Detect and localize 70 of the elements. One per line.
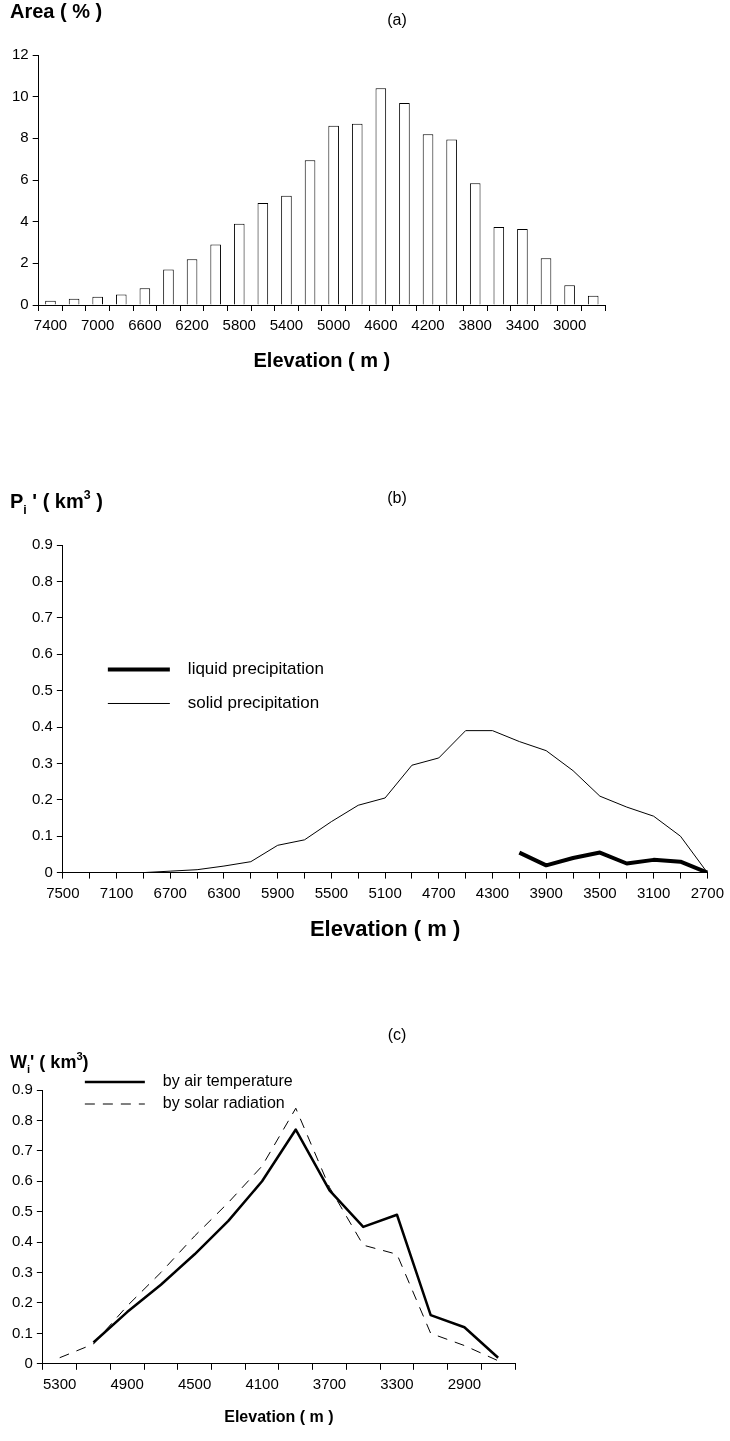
chart-title: (a) <box>387 11 407 28</box>
x-tick-label: 3100 <box>636 883 671 901</box>
y-tick-label: 0 <box>44 862 53 880</box>
legend-label: solid precipitation <box>187 693 320 713</box>
y-tick-label: 12 <box>12 45 29 63</box>
x-tick-label: 6300 <box>207 883 241 901</box>
x-tick-label: 4500 <box>177 1374 212 1392</box>
x-tick-label: 6600 <box>128 316 162 334</box>
x-axis-title: Elevation ( m ) <box>224 1407 334 1425</box>
y-tick-label: 0.3 <box>11 1262 33 1280</box>
y-axis-title: Area ( % ) <box>10 0 103 22</box>
y-tick-label: 0.6 <box>11 1171 33 1189</box>
x-tick-label: 4900 <box>110 1374 144 1392</box>
y-tick-label: 2 <box>20 253 29 271</box>
x-tick-label: 4100 <box>245 1374 279 1392</box>
x-axis-title: Elevation ( m ) <box>309 915 461 941</box>
y-tick-label: 0.1 <box>11 1323 33 1341</box>
y-tick-label: 0.1 <box>31 826 53 844</box>
x-tick-label: 3700 <box>312 1374 347 1392</box>
y-tick-label: 0.7 <box>11 1140 33 1158</box>
y-tick-label: 10 <box>12 86 29 104</box>
x-tick-label: 4700 <box>422 883 456 901</box>
y-tick-label: 0.4 <box>31 717 53 735</box>
chart-title: (c) <box>387 1026 407 1043</box>
x-tick-label: 2900 <box>447 1374 482 1392</box>
y-tick-label: 0.9 <box>11 1080 33 1098</box>
x-tick-label: 3000 <box>552 316 587 334</box>
y-tick-label: 0.6 <box>31 644 53 662</box>
x-tick-label: 5300 <box>43 1374 77 1392</box>
x-tick-label: 3400 <box>505 316 540 334</box>
y-tick-label: 0 <box>20 295 29 313</box>
legend-label: by solar radiation <box>162 1094 285 1112</box>
legend-label: by air temperature <box>162 1072 293 1090</box>
legend-label: liquid precipitation <box>187 659 324 679</box>
x-tick-label: 5100 <box>368 883 402 901</box>
x-tick-label: 3300 <box>380 1374 414 1392</box>
x-tick-label: 7000 <box>80 316 115 334</box>
y-tick-label: 0.8 <box>31 571 53 589</box>
y-tick-label: 0 <box>24 1353 33 1371</box>
x-tick-label: 7100 <box>99 883 134 901</box>
x-tick-label: 3500 <box>583 883 617 901</box>
x-tick-label: 3900 <box>529 883 563 901</box>
y-tick-label: 0.7 <box>31 607 53 625</box>
chart-title: (b) <box>387 489 407 506</box>
x-tick-label: 4600 <box>364 316 398 334</box>
x-tick-label: 4300 <box>475 883 510 901</box>
y-tick-label: 0.2 <box>31 789 53 807</box>
x-tick-label: 6700 <box>153 883 187 901</box>
x-tick-label: 5800 <box>222 316 256 334</box>
x-tick-label: 5900 <box>260 883 295 901</box>
y-tick-label: 0.4 <box>11 1232 33 1250</box>
y-tick-label: 4 <box>20 211 29 229</box>
x-tick-label: 5400 <box>269 316 304 334</box>
x-tick-label: 4200 <box>411 316 445 334</box>
y-tick-label: 6 <box>20 170 29 188</box>
x-tick-label: 6200 <box>175 316 209 334</box>
y-tick-label: 0.5 <box>11 1201 33 1219</box>
x-tick-label: 7500 <box>46 883 80 901</box>
x-axis-title: Elevation ( m ) <box>253 348 391 371</box>
x-tick-label: 3800 <box>458 316 492 334</box>
x-tick-label: 5000 <box>316 316 351 334</box>
y-tick-label: 8 <box>20 128 29 146</box>
x-tick-label: 7400 <box>33 316 68 334</box>
y-tick-label: 0.5 <box>31 680 53 698</box>
y-tick-label: 0.9 <box>31 535 53 553</box>
x-tick-label: 5500 <box>314 883 349 901</box>
y-tick-label: 0.3 <box>31 753 53 771</box>
y-tick-label: 0.8 <box>11 1110 33 1128</box>
x-tick-label: 2700 <box>690 883 724 901</box>
y-tick-label: 0.2 <box>11 1293 33 1311</box>
